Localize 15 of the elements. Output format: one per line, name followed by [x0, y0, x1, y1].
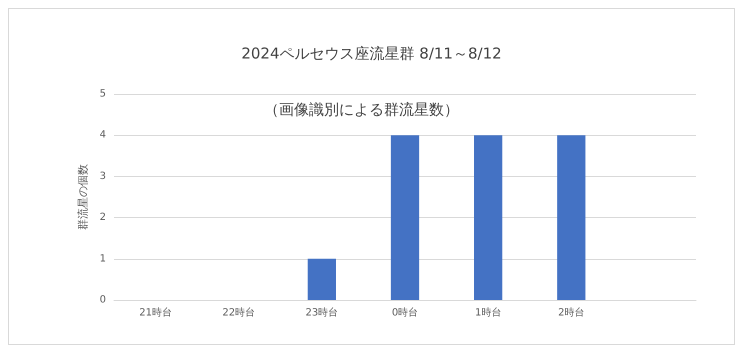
x-tick-label: 0時台 — [392, 306, 418, 318]
y-tick-label: 3 — [100, 170, 106, 182]
x-tick-label: 22時台 — [222, 306, 256, 318]
x-tick-label: 2時台 — [558, 306, 584, 318]
x-tick-label: 21時台 — [139, 306, 172, 318]
text: （画像識別による群流星数） — [264, 100, 459, 118]
y-tick-label: 4 — [100, 130, 106, 141]
y-tick-label: 1 — [100, 253, 106, 264]
y-tick-label: 2 — [100, 212, 106, 224]
x-tick-label: 23時台 — [305, 306, 338, 318]
y-axis-title: 群流星の個数 — [76, 164, 90, 230]
chart-title: 2024ペルセウス座流星群 8/11～8/12 — [241, 44, 502, 62]
y-tick-label: 5 — [100, 88, 106, 100]
y-tick-label: 0 — [100, 294, 106, 306]
x-tick-label: 1時台 — [474, 306, 502, 318]
